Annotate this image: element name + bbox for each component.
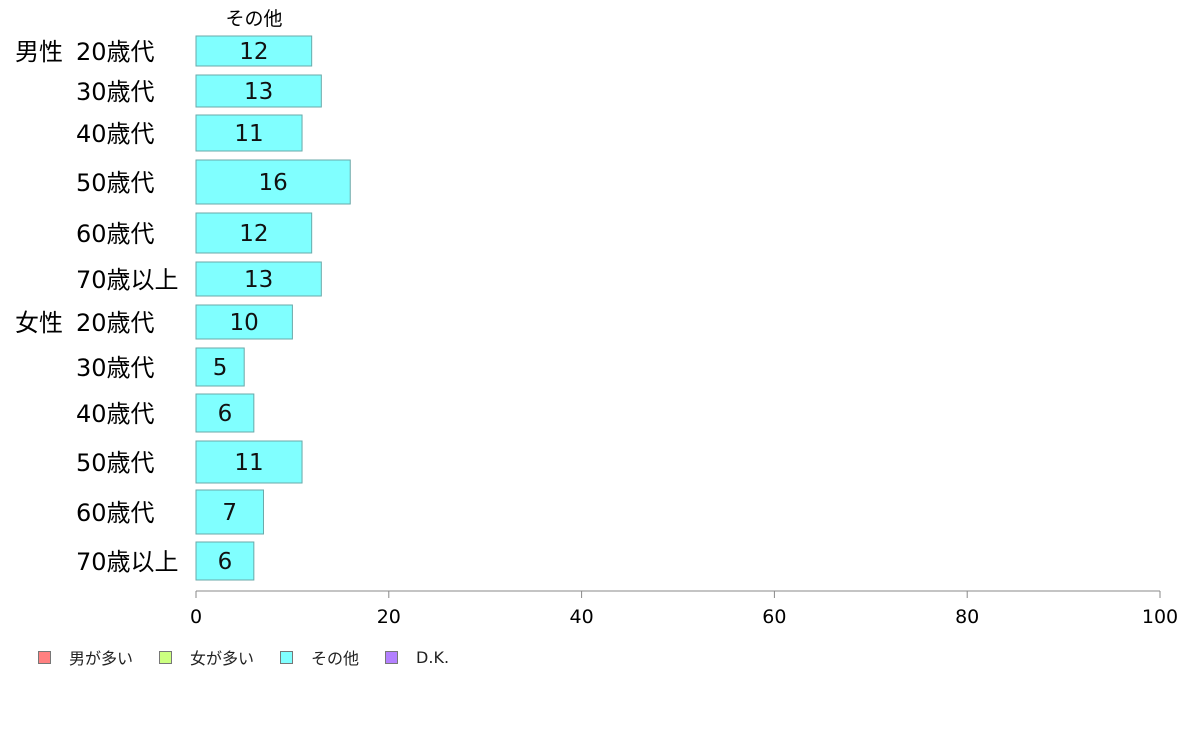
data-label: 13: [244, 79, 273, 105]
data-label: 12: [239, 39, 268, 65]
bar-segment: [195, 489, 264, 535]
category-label: 20歳代: [76, 309, 155, 337]
category-label: 40歳代: [76, 120, 155, 148]
category-label: 30歳代: [76, 354, 155, 382]
category-label: 70歳以上: [76, 266, 179, 294]
category-label: 70歳以上: [76, 548, 179, 576]
bar-segment: [195, 74, 322, 108]
bar-segment: [195, 114, 303, 152]
group-label: 女性: [15, 309, 63, 337]
data-label: 11: [234, 450, 263, 476]
data-label: 11: [234, 121, 263, 147]
bar-segment: [195, 304, 293, 340]
bar-segment: [195, 393, 255, 433]
legend-label: 女が多い: [190, 649, 255, 668]
legend-item: 男が多い: [38, 645, 133, 669]
category-label: 60歳代: [76, 220, 155, 248]
bar-segment: [195, 541, 255, 581]
data-label: 16: [258, 170, 287, 196]
category-label: 20歳代: [76, 38, 155, 66]
legend-swatch: [385, 650, 399, 664]
legend-swatch: [159, 650, 173, 664]
data-label: 7: [222, 500, 237, 526]
legend-label: その他: [311, 649, 360, 668]
bar-segment: [195, 261, 322, 297]
data-label: 12: [239, 221, 268, 247]
legend-item: その他: [280, 645, 359, 669]
legend-label: D.K.: [416, 647, 450, 667]
legend-swatch: [280, 650, 294, 664]
data-label: 13: [244, 267, 273, 293]
category-label: 30歳代: [76, 78, 155, 106]
group-label: 男性: [15, 38, 63, 66]
category-label: 50歳代: [76, 169, 155, 197]
legend-swatch: [38, 650, 51, 664]
x-tick-label: 100: [1142, 606, 1178, 628]
bar-segment: [195, 440, 303, 484]
bar-segment: [195, 159, 351, 205]
category-label: 50歳代: [76, 449, 155, 477]
bar-segment: [195, 35, 313, 67]
x-tick-label: 20: [377, 606, 401, 628]
x-tick-label: 80: [955, 606, 979, 628]
bar-segment: [195, 347, 245, 387]
data-label: 10: [230, 310, 259, 336]
data-label: 6: [218, 549, 233, 575]
category-label: 60歳代: [76, 499, 155, 527]
x-tick-label: 60: [762, 606, 786, 628]
data-label: 5: [213, 355, 228, 381]
bar-segment: [195, 212, 313, 254]
x-tick-label: 40: [570, 606, 594, 628]
legend-item: 女が多い: [159, 645, 254, 669]
x-tick-label: 0: [190, 606, 202, 628]
legend: 男が多い 女が多い その他 D.K.: [38, 645, 475, 669]
category-label: 40歳代: [76, 400, 155, 428]
column-header: その他: [225, 8, 282, 30]
legend-item: D.K.: [385, 648, 449, 667]
data-label: 6: [218, 401, 233, 427]
legend-label: 男が多い: [69, 649, 134, 668]
